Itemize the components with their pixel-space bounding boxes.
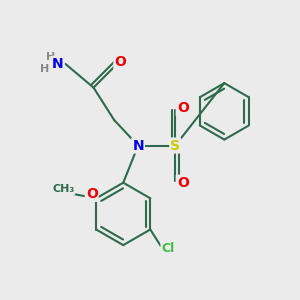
Text: H: H (40, 64, 49, 74)
Text: O: O (114, 55, 126, 69)
Text: O: O (86, 187, 98, 201)
Text: N: N (52, 57, 64, 71)
Text: N: N (132, 139, 144, 152)
Text: O: O (177, 101, 189, 116)
Text: O: O (177, 176, 189, 190)
Text: H: H (46, 52, 55, 62)
Text: Cl: Cl (161, 242, 175, 255)
Text: CH₃: CH₃ (52, 184, 75, 194)
Text: S: S (170, 139, 180, 152)
